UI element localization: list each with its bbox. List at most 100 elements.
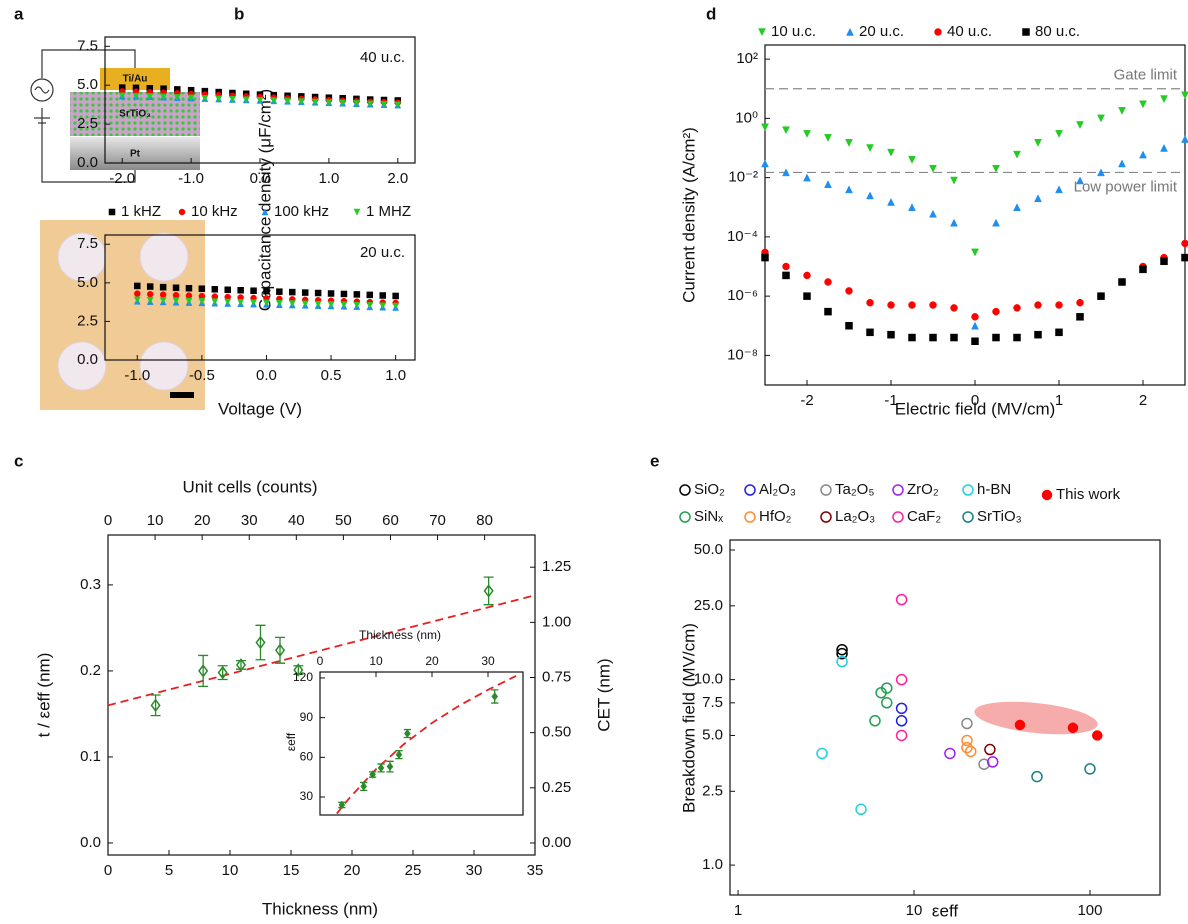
marker [339,99,347,107]
legend-marker [353,208,361,216]
y-tick-label: 0.0 [80,834,101,851]
marker [263,287,270,295]
panel-label: c [14,451,23,470]
marker [929,301,937,309]
marker [895,673,908,686]
marker [869,715,881,727]
error-bar [150,694,161,717]
y-tick-label: 2.5 [702,782,723,799]
marker [235,658,247,672]
error-bar [198,654,209,688]
marker [971,321,979,330]
marker [288,300,296,308]
marker [275,299,283,307]
marker [211,286,219,293]
marker [160,93,167,101]
marker [338,800,346,810]
x2-tick-label: 50 [335,512,352,529]
marker [1160,95,1168,104]
marker [327,301,335,309]
marker [845,322,853,330]
axis-label: Thickness (nm) [359,628,441,642]
axis-label: Thickness (nm) [262,899,378,918]
y-tick-label: 5.0 [702,726,723,743]
y-tick-label: 60 [300,749,314,763]
marker [325,99,333,107]
marker [242,96,250,104]
axis-label: Capacitance density (μF/cm²) [255,89,274,311]
marker [950,304,958,312]
marker [217,665,228,680]
y-tick-label: 50.0 [694,541,723,558]
x2-tick-label: 10 [147,512,164,529]
marker [950,333,958,342]
marker [824,307,832,316]
marker [146,93,154,100]
marker [824,180,832,188]
y-tick-label: 10⁻⁸ [727,346,758,363]
marker [146,291,154,298]
marker [237,299,245,306]
marker [229,95,236,103]
marker [866,328,874,337]
marker [895,715,908,727]
marker [1013,333,1021,342]
y-tick-label: 7.5 [77,37,98,54]
legend-label: 100 kHz [274,203,329,220]
legend-marker [962,484,974,496]
marker [185,292,193,299]
marker [198,285,206,292]
marker [908,333,916,342]
marker [198,664,209,678]
legend-label: 80 u.c. [1035,23,1080,40]
marker [1055,328,1063,337]
marker [173,94,181,101]
marker [377,763,385,773]
legend-label: SrTiO₃ [977,508,1022,525]
x-tick-label: 1.0 [318,170,339,187]
marker [845,185,853,194]
marker [782,271,790,280]
x-tick-label: 30 [466,862,483,879]
y-tick-label: 10⁻⁴ [727,228,758,245]
marker [366,302,374,309]
highlight [974,701,1098,735]
marker [1139,150,1147,159]
legend-marker [679,484,691,496]
x-tick-label: 1.0 [385,367,406,384]
y-tick-label: 2.5 [77,312,98,329]
marker [971,337,979,345]
marker [1034,301,1042,309]
y2-tick-label: 1.00 [542,613,571,630]
marker [379,302,387,310]
y-tick-label: 7.5 [77,235,98,252]
marker [1013,304,1021,312]
marker [1013,203,1021,212]
marker [929,164,937,173]
axis-label: Unit cells (counts) [182,477,317,496]
marker [866,144,874,153]
marker [992,164,1000,173]
x-tick-label: -0.5 [189,367,215,384]
legend-marker [892,511,904,523]
legend-label: 1 kHZ [121,203,161,220]
marker [172,297,180,305]
y-tick-label: 0.2 [80,662,101,679]
marker [1118,159,1126,168]
legend-label: 20 u.c. [859,23,904,40]
marker [929,209,937,218]
x-tick-label: 2.0 [387,170,408,187]
marker [185,284,193,292]
marker [1097,114,1105,123]
legend-label: HfO₂ [759,508,792,525]
marker [866,298,874,307]
reference-label: Low power limit [1074,178,1178,195]
plot-frame [104,234,416,361]
reference-label: Gate limit [1114,67,1178,84]
x-tick-label: 2 [1139,392,1147,409]
marker [159,291,167,298]
marker [314,300,322,308]
marker [215,95,223,103]
marker [353,100,360,107]
